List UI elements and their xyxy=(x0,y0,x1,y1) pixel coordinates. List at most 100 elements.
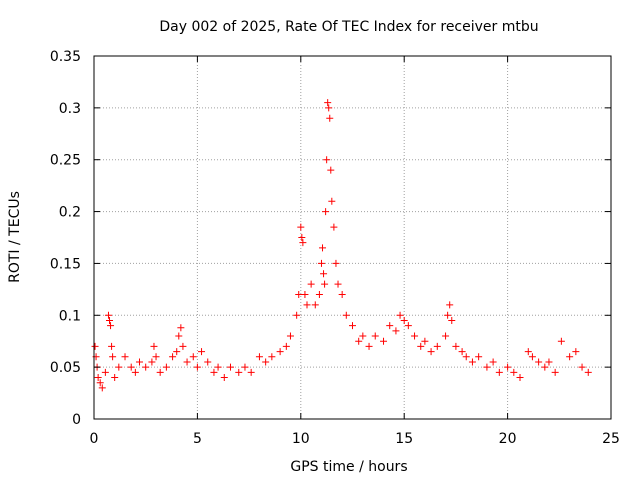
data-point xyxy=(535,358,543,366)
data-point xyxy=(107,322,115,330)
y-tick-label: 0.35 xyxy=(50,49,81,65)
data-point xyxy=(226,363,234,371)
data-point xyxy=(504,363,512,371)
data-point xyxy=(148,358,156,366)
data-point xyxy=(442,332,450,340)
data-point xyxy=(303,301,311,309)
data-point xyxy=(98,384,106,392)
data-point xyxy=(578,363,586,371)
data-point xyxy=(524,348,532,356)
data-point xyxy=(427,348,435,356)
data-point xyxy=(321,280,329,288)
data-point xyxy=(131,368,139,376)
data-point xyxy=(96,379,104,387)
data-point xyxy=(142,363,150,371)
data-point xyxy=(400,316,408,324)
data-point xyxy=(94,374,102,382)
data-point xyxy=(332,259,340,267)
y-tick-label: 0.2 xyxy=(59,205,81,221)
data-point xyxy=(433,342,441,350)
data-point xyxy=(183,358,191,366)
data-point xyxy=(448,316,456,324)
data-point xyxy=(359,332,367,340)
data-point xyxy=(193,363,201,371)
data-point xyxy=(135,358,143,366)
data-point xyxy=(324,99,332,107)
data-point xyxy=(179,342,187,350)
data-point xyxy=(127,363,135,371)
data-point xyxy=(150,342,158,350)
y-axis-ticks: 0 0.05 0.1 0.15 0.2 0.25 0.3 0.35 xyxy=(50,49,611,428)
data-point xyxy=(566,353,574,361)
data-point xyxy=(156,368,164,376)
data-point xyxy=(262,358,270,366)
data-point xyxy=(557,337,565,345)
y-tick-label: 0 xyxy=(72,412,81,428)
data-point xyxy=(104,311,112,319)
data-point xyxy=(220,374,228,382)
data-points xyxy=(91,99,592,392)
data-point xyxy=(417,342,425,350)
data-point xyxy=(349,322,356,330)
data-point xyxy=(584,368,592,376)
data-point xyxy=(365,342,373,350)
y-tick-label: 0.15 xyxy=(50,256,81,272)
data-point xyxy=(446,301,454,309)
data-point xyxy=(334,280,342,288)
data-point xyxy=(210,368,218,376)
data-point xyxy=(101,368,109,376)
y-tick-label: 0.1 xyxy=(59,308,81,324)
data-point xyxy=(173,348,181,356)
x-tick-label: 5 xyxy=(193,431,202,447)
y-axis-label: ROTI / TECUs xyxy=(7,191,23,283)
data-point xyxy=(545,358,553,366)
data-point xyxy=(516,374,524,382)
data-point xyxy=(91,342,99,350)
data-point xyxy=(235,368,243,376)
data-point xyxy=(299,239,307,247)
data-point xyxy=(311,301,319,309)
y-tick-label: 0.3 xyxy=(59,101,81,117)
data-point xyxy=(495,368,503,376)
data-point xyxy=(322,208,330,216)
data-point xyxy=(458,348,466,356)
data-point xyxy=(551,368,559,376)
data-point xyxy=(121,353,129,361)
data-point xyxy=(541,363,549,371)
data-point xyxy=(115,363,123,371)
data-point xyxy=(342,311,350,319)
data-point xyxy=(338,291,346,299)
data-point xyxy=(371,332,379,340)
data-point xyxy=(528,353,536,361)
data-point xyxy=(255,353,263,361)
data-point xyxy=(198,348,206,356)
data-point xyxy=(152,353,160,361)
x-axis-ticks: 0 5 10 15 20 25 xyxy=(90,56,620,447)
data-point xyxy=(317,259,325,267)
data-point xyxy=(106,316,114,324)
data-point xyxy=(380,337,388,345)
data-point xyxy=(298,234,306,241)
grid-lines xyxy=(94,56,611,419)
data-point xyxy=(510,368,518,376)
data-point xyxy=(295,291,303,299)
data-point xyxy=(108,342,116,350)
data-point xyxy=(411,332,419,340)
data-point xyxy=(177,324,185,332)
data-point xyxy=(392,327,400,335)
x-tick-label: 0 xyxy=(90,431,99,447)
y-tick-label: 0.25 xyxy=(50,153,81,169)
data-point xyxy=(386,322,394,330)
data-point xyxy=(489,358,497,366)
data-point xyxy=(475,353,483,361)
data-point xyxy=(169,353,177,361)
data-point xyxy=(325,104,333,112)
data-point xyxy=(319,244,327,252)
data-point xyxy=(286,332,294,340)
data-point xyxy=(276,348,284,356)
x-tick-label: 25 xyxy=(602,431,620,447)
data-point xyxy=(444,311,452,319)
data-point xyxy=(483,363,491,371)
